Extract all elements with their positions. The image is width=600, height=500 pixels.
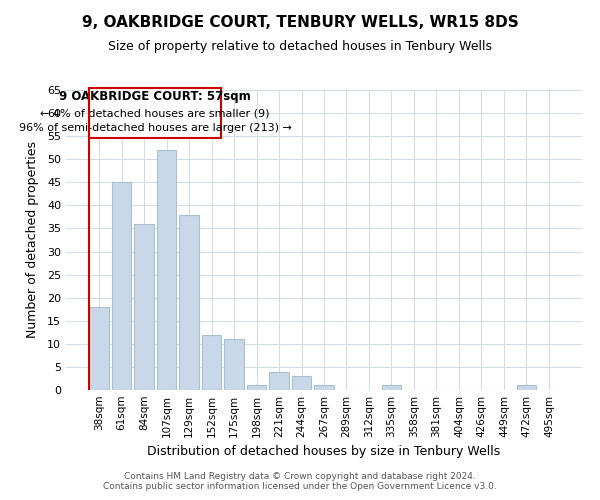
Text: 9, OAKBRIDGE COURT, TENBURY WELLS, WR15 8DS: 9, OAKBRIDGE COURT, TENBURY WELLS, WR15 … xyxy=(82,15,518,30)
X-axis label: Distribution of detached houses by size in Tenbury Wells: Distribution of detached houses by size … xyxy=(148,446,500,458)
Text: 9 OAKBRIDGE COURT: 57sqm: 9 OAKBRIDGE COURT: 57sqm xyxy=(59,90,251,104)
Text: 96% of semi-detached houses are larger (213) →: 96% of semi-detached houses are larger (… xyxy=(19,123,292,133)
Bar xyxy=(517,386,536,390)
Text: Contains public sector information licensed under the Open Government Licence v3: Contains public sector information licen… xyxy=(103,482,497,491)
Text: ← 4% of detached houses are smaller (9): ← 4% of detached houses are smaller (9) xyxy=(40,108,270,118)
Bar xyxy=(269,372,289,390)
Bar xyxy=(202,334,221,390)
Bar xyxy=(112,182,131,390)
Bar xyxy=(157,150,176,390)
Bar xyxy=(134,224,154,390)
Text: Size of property relative to detached houses in Tenbury Wells: Size of property relative to detached ho… xyxy=(108,40,492,53)
Bar xyxy=(314,386,334,390)
Bar xyxy=(382,386,401,390)
Bar xyxy=(224,339,244,390)
Text: Contains HM Land Registry data © Crown copyright and database right 2024.: Contains HM Land Registry data © Crown c… xyxy=(124,472,476,481)
Bar xyxy=(89,307,109,390)
Bar xyxy=(179,214,199,390)
Bar xyxy=(292,376,311,390)
Y-axis label: Number of detached properties: Number of detached properties xyxy=(26,142,38,338)
Bar xyxy=(247,386,266,390)
FancyBboxPatch shape xyxy=(89,88,221,138)
